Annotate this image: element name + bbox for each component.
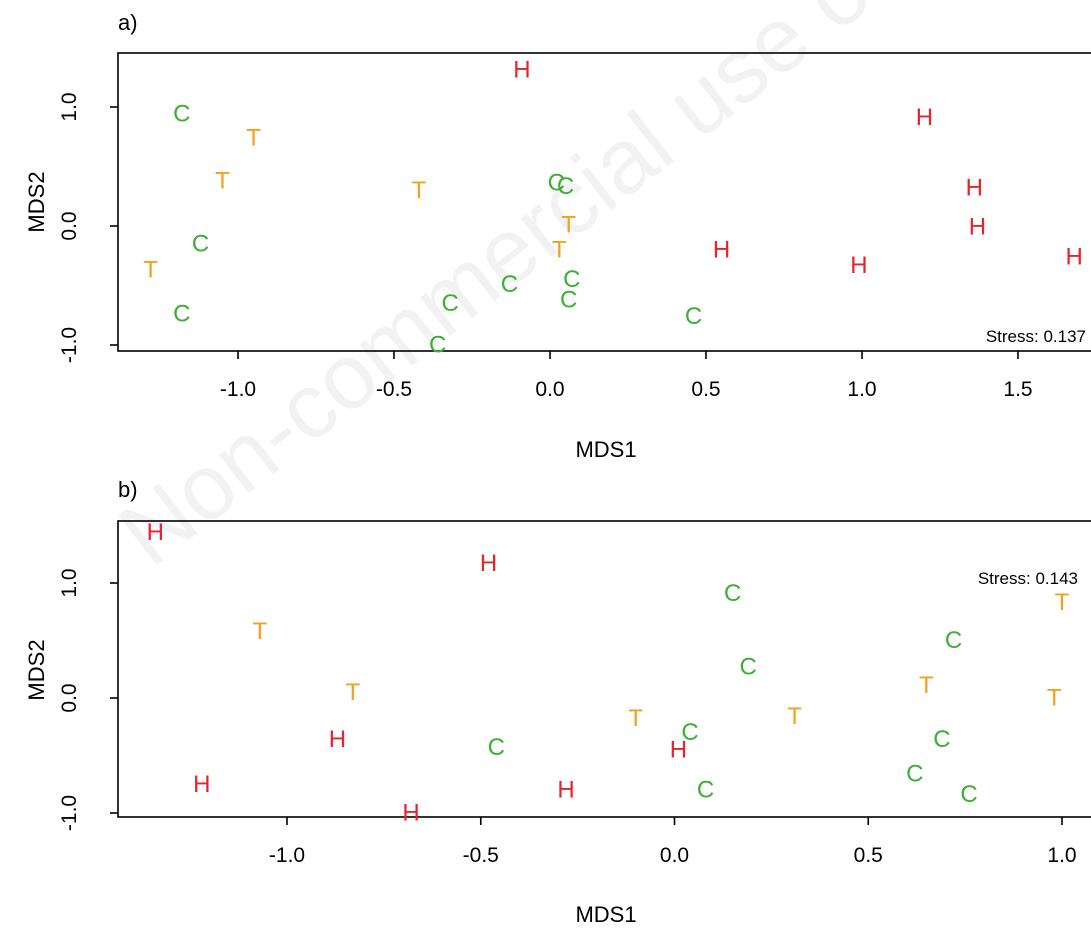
- panel-b-point-c: C: [697, 777, 714, 804]
- panel-b-xlabel: MDS1: [575, 902, 636, 927]
- panel-a-x-tick-label: 0.5: [691, 378, 720, 401]
- panel-a-stress-annotation: Stress: 0.137: [986, 327, 1086, 346]
- panel-b-point-c: C: [933, 726, 950, 753]
- panel-b-point-c: C: [945, 627, 962, 654]
- panel-a-point-c: C: [501, 271, 518, 298]
- panel-a-x-tick-label: 0.0: [535, 378, 564, 401]
- panel-b-x-tick-label: 1.0: [1047, 844, 1076, 867]
- panel-a-y-tick-label: -1.0: [58, 327, 81, 363]
- panel-b: b) -1.0 -0.5 0.0 0.5 1.0 -1.00.01.0 HHH HH HHT…: [24, 477, 1091, 927]
- panel-a-point-h: H: [513, 57, 530, 84]
- panel-a-point-c: C: [173, 101, 190, 128]
- panel-b-y-tick-label: 0.0: [58, 683, 81, 712]
- panel-b-point-t: T: [1047, 685, 1062, 712]
- panel-b-point-t: T: [628, 705, 643, 732]
- panel-b-point-c: C: [960, 781, 977, 808]
- panel-b-point-h: H: [480, 550, 497, 577]
- panel-b-x-tick-label: -0.5: [463, 844, 499, 867]
- watermark-text: Non-commercial use only: [101, 0, 982, 585]
- panel-a-plot-box: [117, 52, 1091, 352]
- panel-b-point-c: C: [488, 734, 505, 761]
- panel-a-point-c: C: [192, 230, 209, 257]
- panel-a-point-t: T: [143, 257, 158, 284]
- panel-b-x-tick-label: 0.5: [854, 844, 883, 867]
- panel-b-y-axis: -1.0 0.0 1.0: [58, 568, 118, 831]
- panel-b-point-c: C: [739, 653, 756, 680]
- panel-a-point-h: H: [916, 104, 933, 131]
- panel-b-plot-box: [117, 520, 1091, 818]
- panel-b-point-c: C: [906, 760, 923, 787]
- panel-a-point-h: H: [1065, 243, 1082, 270]
- panel-b-x-tick-label: -1.0: [269, 844, 305, 867]
- panel-a-point-c: C: [563, 266, 580, 293]
- panel-a-point-h: H: [850, 252, 867, 279]
- panel-a-point-h: H: [969, 214, 986, 241]
- panel-a-x-tick-label: -1.0: [220, 378, 256, 401]
- panel-b-stress-annotation: Stress: 0.143: [978, 569, 1078, 588]
- panel-a-label: a): [118, 10, 138, 35]
- panel-b-point-t: T: [787, 703, 802, 730]
- panel-a-x-axis: -1.0 -0.5 0.0 0.5 1.0 1.5: [220, 351, 1033, 401]
- panel-a-point-c: C: [685, 303, 702, 330]
- panel-b-point-h: H: [670, 736, 687, 763]
- panel-b-x-tick-label: 0.0: [660, 844, 689, 867]
- panel-a-x-tick-label: 1.5: [1003, 378, 1032, 401]
- panel-b-point-c: C: [724, 580, 741, 607]
- panel-b-point-t: T: [1055, 589, 1070, 616]
- panel-a-point-c: C: [548, 170, 565, 197]
- panel-b-point-h: H: [329, 726, 346, 753]
- panel-b-point-h: H: [147, 519, 164, 546]
- panel-a-point-t: T: [412, 177, 427, 204]
- panel-b-x-axis: -1.0 -0.5 0.0 0.5 1.0: [269, 817, 1077, 867]
- panel-a-point-h: H: [713, 236, 730, 263]
- panel-b-point-h: H: [402, 800, 419, 827]
- panel-b-point-c: C: [681, 719, 698, 746]
- panel-b-point-t: T: [253, 618, 268, 645]
- panel-a-point-t: T: [246, 124, 261, 151]
- panel-a-point-c: C: [441, 290, 458, 317]
- panel-a-x-tick-label: -0.5: [376, 378, 412, 401]
- panel-a-point-h: H: [966, 174, 983, 201]
- panel-b-point-t: T: [346, 679, 361, 706]
- panel-b-y-tick-label: -1.0: [58, 795, 81, 831]
- panel-a-ylabel: MDS2: [24, 171, 49, 232]
- panel-a-point-t: T: [561, 211, 576, 238]
- panel-a-y-tick-label: 1.0: [58, 92, 81, 121]
- panel-b-point-h: H: [193, 771, 210, 798]
- panel-b-label: b): [118, 477, 138, 502]
- panel-a-point-t: T: [552, 236, 567, 263]
- panel-b-point-h: H: [557, 777, 574, 804]
- panel-a-x-tick-label: 1.0: [847, 378, 876, 401]
- panel-a: a) -1.0 -0.5 0.0 0.5 1.0 1.5 -1.00.01.0 HHHHH…: [24, 10, 1091, 462]
- panel-a-point-c: C: [560, 286, 577, 313]
- panel-a-point-c: C: [173, 301, 190, 328]
- panel-b-point-t: T: [919, 672, 934, 699]
- panel-a-y-axis: -1.0 0.0 1.0: [58, 92, 118, 363]
- panel-a-y-tick-label: 0.0: [58, 211, 81, 240]
- panel-b-ylabel: MDS2: [24, 639, 49, 700]
- panel-a-point-c: C: [557, 173, 574, 200]
- panel-a-xlabel: MDS1: [575, 437, 636, 462]
- panel-b-y-tick-label: 1.0: [58, 568, 81, 597]
- panel-a-point-c: C: [429, 332, 446, 359]
- panel-a-point-t: T: [215, 167, 230, 194]
